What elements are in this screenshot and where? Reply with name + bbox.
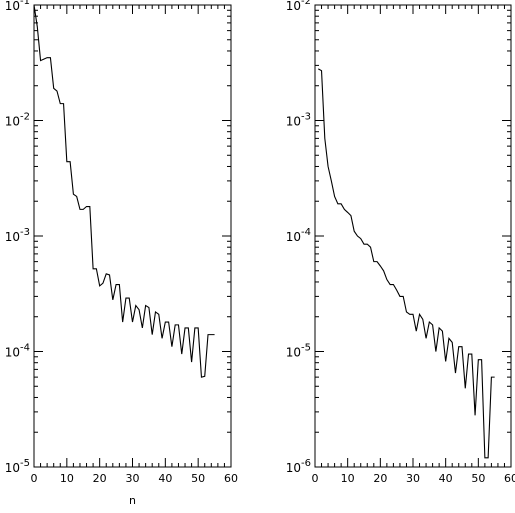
x-tick-label: 40	[439, 472, 453, 485]
right-panel: 0 10 20 30 40 50 60 10-6 10-5 10-4 10-3 10-2	[286, 0, 515, 485]
x-tick-label: 60	[224, 472, 238, 485]
x-tick-label: 20	[373, 472, 387, 485]
series-line	[33, 4, 215, 378]
y-tick-label: 10-2	[5, 112, 30, 129]
y-tick-label: 10-5	[286, 343, 311, 360]
x-tick-label: 60	[504, 472, 515, 485]
x-tick-label: 50	[471, 472, 485, 485]
plot-frame	[314, 4, 512, 468]
x-tick-label: 30	[126, 472, 140, 485]
left-panel: 0 10 20 30 40 50 60 n 10-5 10-4 10-3 10-2 10-1	[5, 0, 238, 507]
y-tick-label: 10-3	[5, 227, 30, 244]
x-axis-label: n	[129, 494, 136, 507]
x-tick-label: 10	[341, 472, 355, 485]
x-tick-label: 50	[191, 472, 205, 485]
y-tick-label: 10-2	[286, 0, 311, 13]
y-tick-label: 10-1	[5, 0, 30, 13]
y-tick-label: 10-4	[286, 227, 311, 244]
x-tick-label: 40	[158, 472, 172, 485]
y-tick-label: 10-6	[286, 458, 311, 475]
x-tick-label: 20	[93, 472, 107, 485]
y-tick-label: 10-4	[5, 343, 30, 360]
y-tick-label: 10-5	[5, 458, 30, 475]
x-tick-label: 0	[312, 472, 319, 485]
series-line	[318, 68, 495, 459]
plot-frame	[33, 4, 232, 468]
x-tick-label: 30	[406, 472, 420, 485]
x-tick-label: 0	[31, 472, 38, 485]
x-tick-label: 10	[60, 472, 74, 485]
y-tick-label: 10-3	[286, 112, 311, 129]
